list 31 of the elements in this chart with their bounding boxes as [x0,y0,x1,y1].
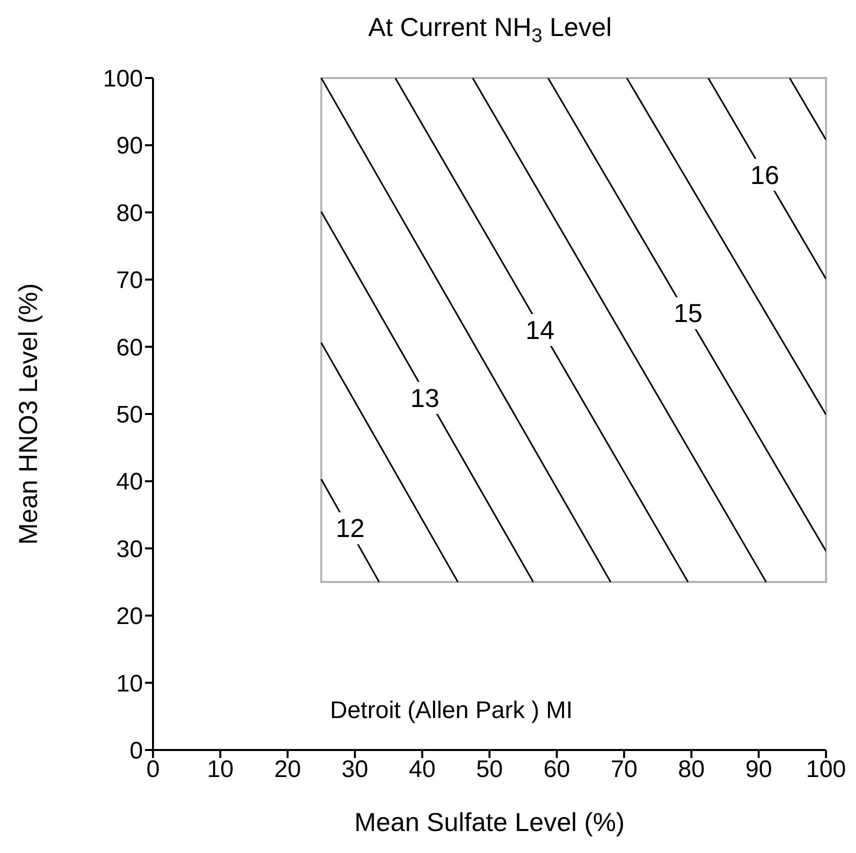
y-tick-label: 0 [130,738,143,765]
x-tick-label: 80 [678,756,705,784]
annotation: 15 [674,298,702,328]
x-tick-label: 100 [806,756,846,784]
x-tick-label: 60 [543,756,570,784]
y-tick-label: 10 [116,670,143,698]
x-tick-label: 90 [745,756,772,784]
x-axis-title: Mean Sulfate Level (%) [354,807,625,837]
annotation: 12 [336,513,365,544]
x-tick-label: 70 [610,756,638,784]
annotation: 16 [750,160,780,190]
y-tick-label: 90 [116,132,143,160]
annotation: 14 [526,315,554,345]
x-tick-label: 40 [408,756,436,784]
y-tick-label: 20 [116,603,143,630]
y-tick-label: 30 [116,536,143,563]
y-axis-title: Mean HNO3 Level (%) [13,283,44,545]
y-tick-label: 70 [116,267,143,294]
x-tick-label: 30 [342,756,368,784]
annotation: 13 [410,382,440,413]
x-tick-label: 10 [206,756,234,784]
y-tick-label: 80 [116,200,143,227]
x-tick-label: 0 [146,756,160,784]
y-tick-label: 100 [102,66,143,93]
x-tick-label: 50 [476,756,503,784]
y-tick-label: 50 [116,402,143,429]
annotation: Detroit (Allen Park ) MI [330,697,573,725]
y-tick-label: 40 [116,468,143,496]
chart-title: At Current NH$_{3}$ Level [368,12,612,47]
x-tick-label: 20 [274,756,301,784]
y-tick-label: 60 [116,334,143,362]
